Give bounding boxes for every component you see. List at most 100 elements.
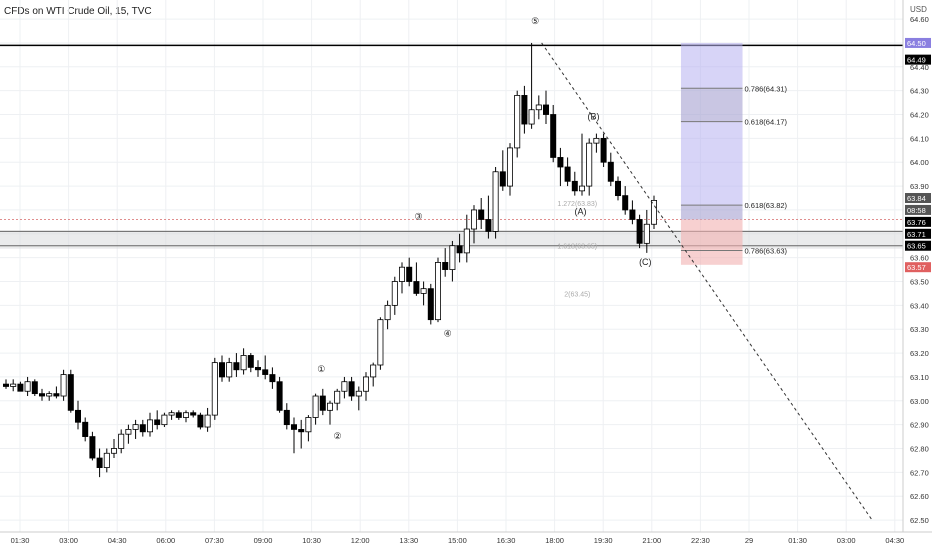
wave-label: ④ [444,328,452,338]
time-tick: 03:00 [837,536,856,545]
price-tag [905,37,931,48]
candle-body [528,109,535,125]
price-tag-label: 63.65 [907,242,926,251]
candle-body [470,209,477,230]
candle-body [89,436,96,459]
candle-body [564,166,571,182]
extension-label: 1.272(63.83) [557,201,597,208]
price-tag-label: 63.76 [907,218,926,227]
fib-label: 0.618(63.82) [745,201,788,210]
candle-body [31,381,38,395]
wave-label: ② [333,431,341,441]
fib-label: 0.786(64.31) [745,84,788,93]
price-tag [905,204,931,215]
price-tag-label: 08:58 [907,206,926,215]
candle-body [463,228,470,254]
candle-body [46,393,53,397]
price-tick: 63.50 [910,278,929,287]
candle-body [600,137,607,163]
candle-body [218,362,225,378]
candle-body [96,457,103,468]
candle-body [103,452,110,468]
price-tick: 62.60 [910,492,929,501]
time-tick: 01:30 [11,536,30,545]
price-tag [905,54,931,65]
candle-body [132,424,139,430]
price-tag [905,228,931,239]
price-tick: 63.00 [910,397,929,406]
candle-body [290,424,297,430]
time-tick: 22:30 [691,536,710,545]
candle-body [247,355,254,368]
candle-body [615,180,622,197]
candle-body [406,266,413,282]
candle-body [53,393,60,397]
candle-body [118,433,125,449]
currency-unit: USD [910,5,927,14]
time-tick: 16:30 [497,536,516,545]
candles [3,42,658,478]
candle-body [334,390,341,404]
candle-body [420,288,427,294]
candle-body [362,376,369,392]
wave-label: (C) [639,257,652,267]
candle-body [182,412,189,418]
price-tick: 64.60 [910,15,929,24]
candle-body [521,95,528,125]
candle-body [586,142,593,187]
candle-body [622,195,629,211]
candle-body [391,281,398,306]
candle-body [499,171,506,187]
time-tick: 18:00 [545,536,564,545]
candle-body [154,419,161,426]
candle-body [211,362,218,416]
candle-body [492,171,499,232]
candle-body [370,364,377,378]
candle-body [240,355,247,371]
candle-body [82,421,89,437]
fib-label: 0.618(64.17) [745,118,788,127]
candle-body [543,104,550,115]
price-tick: 63.20 [910,349,929,358]
price-tick: 62.50 [910,516,929,525]
price-tick: 63.40 [910,301,929,310]
candle-body [384,304,391,321]
candle-body [305,417,312,433]
candle-body [449,245,456,270]
price-tag [905,216,931,227]
price-tag [905,193,931,204]
candle-body [550,114,557,158]
price-tick: 63.90 [910,182,929,191]
price-tag-label: 64.49 [907,56,926,65]
time-tick: 21:00 [642,536,661,545]
candle-body [413,281,420,294]
candle-body [514,95,521,149]
candle-body [269,374,276,383]
price-tag [905,262,931,273]
candle-body [161,414,168,426]
candle-body [197,414,204,428]
candle-body [348,381,355,397]
wave-label: ⑤ [531,16,539,26]
price-tick: 62.80 [910,445,929,454]
target-box [680,42,743,220]
time-tick: 04:30 [108,536,127,545]
time-tick: 04:30 [885,536,904,545]
price-tag-label: 63.71 [907,230,926,239]
candle-body [312,395,319,418]
candle-body [190,412,197,416]
price-axis[interactable]: 62.50 62.60 62.70 62.80 62.90 63.00 63.10 63.20… [902,0,931,532]
fib-label: 0.786(63.63) [745,246,788,255]
price-tag-label: 63.84 [907,194,926,203]
candle-body [326,402,333,411]
time-tick: 09:00 [254,536,273,545]
candle-body [111,448,118,454]
candle-body [434,262,441,321]
candle-body [593,137,600,144]
candle-body [377,319,384,366]
candle-body [636,219,643,244]
time-tick: 06:00 [156,536,175,545]
time-axis[interactable]: 01:30 03:00 04:30 06:00 07:30 09:00 10:30 12:00… [0,531,932,545]
candle-body [442,262,449,270]
